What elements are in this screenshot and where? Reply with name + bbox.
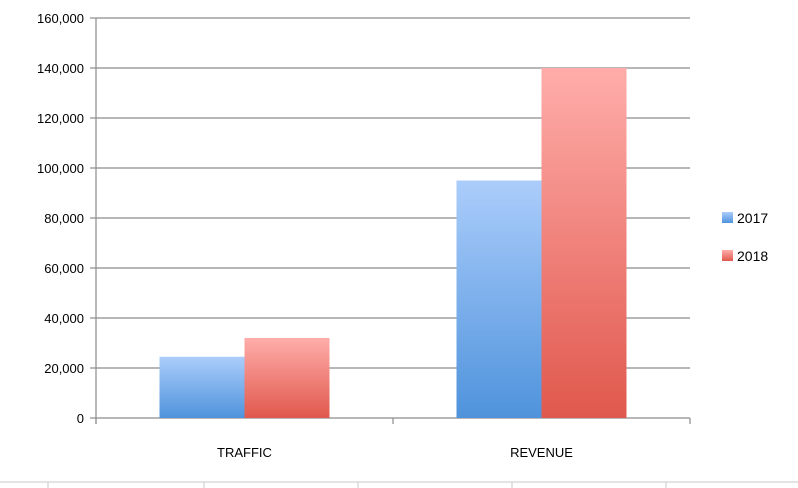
gridlines xyxy=(96,17,690,369)
y-tick-label: 160,000 xyxy=(37,11,84,26)
legend-swatch-2017 xyxy=(722,212,733,223)
y-tick-label: 20,000 xyxy=(44,361,84,376)
y-tick-label: 140,000 xyxy=(37,61,84,76)
legend-swatch-2018 xyxy=(722,250,733,261)
bar-traffic-2018 xyxy=(244,338,330,418)
y-tick-label: 0 xyxy=(77,411,84,426)
tick-labels: 0 20,000 40,000 60,000 80,000 100,000 120,000 1… xyxy=(37,11,573,460)
legend-label-2018: 2018 xyxy=(737,248,768,264)
y-tick-label: 40,000 xyxy=(44,311,84,326)
y-tick-label: 120,000 xyxy=(37,111,84,126)
legend-label-2017: 2017 xyxy=(737,210,768,226)
y-tick-label: 100,000 xyxy=(37,161,84,176)
table-grid-edge xyxy=(0,481,798,488)
bar-traffic-2017 xyxy=(159,356,245,418)
x-category-label: TRAFFIC xyxy=(217,445,272,460)
y-tick-label: 60,000 xyxy=(44,261,84,276)
bars xyxy=(159,68,627,418)
x-category-label: REVENUE xyxy=(510,445,573,460)
y-tick-label: 80,000 xyxy=(44,211,84,226)
legend: 2017 2018 xyxy=(722,210,768,264)
bar-revenue-2017 xyxy=(456,180,542,418)
bar-revenue-2018 xyxy=(541,68,627,418)
